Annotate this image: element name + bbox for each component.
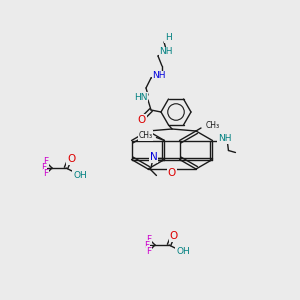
Text: F: F [44,169,49,178]
Text: H: H [165,34,171,43]
Text: OH: OH [176,248,190,256]
Text: F: F [44,158,49,166]
Text: O: O [67,154,75,164]
Text: CH₃: CH₃ [206,122,220,130]
Text: F: F [146,235,152,244]
Text: NH: NH [152,71,166,80]
Text: NH: NH [159,47,173,56]
Text: O: O [170,231,178,241]
Text: OH: OH [73,170,87,179]
Text: HN: HN [134,92,148,101]
Text: CH₃: CH₃ [138,131,152,140]
Text: N: N [150,152,157,163]
Text: F: F [41,164,46,172]
Text: F: F [146,247,152,256]
Text: O: O [138,115,146,125]
Text: O: O [168,168,176,178]
Text: F: F [144,241,150,250]
Text: NH: NH [218,134,231,143]
